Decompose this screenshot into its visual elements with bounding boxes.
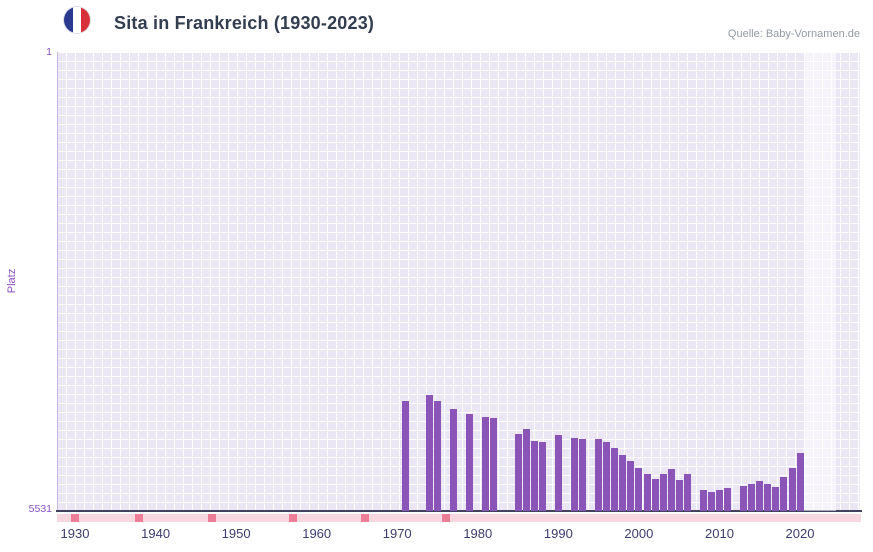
bar-2019[interactable] xyxy=(788,467,796,511)
bar-1995[interactable] xyxy=(595,438,603,511)
chart-title: Sita in Frankreich (1930-2023) xyxy=(114,13,375,33)
x-tick-1960: 1960 xyxy=(302,526,332,541)
bar-1982[interactable] xyxy=(490,418,498,511)
bar-2017[interactable] xyxy=(772,486,780,511)
bar-1981[interactable] xyxy=(482,417,490,511)
bar-2016[interactable] xyxy=(764,483,772,511)
strip-marker-1938 xyxy=(135,514,144,522)
bar-2015[interactable] xyxy=(756,481,764,511)
bar-2000[interactable] xyxy=(635,467,643,511)
bar-2010[interactable] xyxy=(716,490,723,511)
flag-blue-stripe xyxy=(64,7,73,33)
flag-white-stripe xyxy=(72,7,82,33)
bar-1990[interactable] xyxy=(554,434,562,511)
bar-2005[interactable] xyxy=(675,480,683,511)
bar-1988[interactable] xyxy=(538,442,546,511)
y-axis-line xyxy=(57,52,58,511)
x-tick-1990: 1990 xyxy=(543,526,573,541)
x-tick-1970: 1970 xyxy=(382,526,412,541)
bar-2006[interactable] xyxy=(683,473,691,511)
bar-1971[interactable] xyxy=(401,400,409,511)
strip-marker-1966 xyxy=(361,514,369,522)
strip-marker-1947 xyxy=(208,514,216,522)
bar-2014[interactable] xyxy=(748,483,756,511)
bottom-strip xyxy=(57,514,861,522)
source-credit: Quelle: Baby-Vornamen.de xyxy=(727,28,860,40)
bar-2009[interactable] xyxy=(707,491,715,511)
bar-2001[interactable] xyxy=(643,474,651,511)
bar-1974[interactable] xyxy=(426,394,433,511)
bar-2002[interactable] xyxy=(651,478,659,511)
x-tick-1940: 1940 xyxy=(141,526,171,541)
bar-1987[interactable] xyxy=(530,441,538,511)
bar-1997[interactable] xyxy=(611,447,619,511)
plot-area xyxy=(57,52,860,511)
bar-2013[interactable] xyxy=(740,486,748,511)
bar-1996[interactable] xyxy=(603,442,611,511)
x-tick-2010: 2010 xyxy=(705,526,734,541)
bar-1979[interactable] xyxy=(466,413,474,511)
flag-red-stripe xyxy=(81,7,90,33)
bar-2004[interactable] xyxy=(667,469,675,511)
french-flag-icon xyxy=(64,7,90,33)
x-tick-2000: 2000 xyxy=(624,526,654,541)
strip-marker-1930 xyxy=(71,514,79,522)
bar-1999[interactable] xyxy=(627,461,635,511)
strip-marker-1976 xyxy=(441,514,450,522)
bar-1975[interactable] xyxy=(434,401,441,511)
recent-years-highlight-band xyxy=(804,52,837,511)
bar-1993[interactable] xyxy=(579,438,586,511)
x-tick-2020: 2020 xyxy=(785,526,815,541)
strip-marker-1957 xyxy=(288,514,297,522)
bar-1985[interactable] xyxy=(514,433,522,511)
y-tick-max: 1 xyxy=(46,46,52,58)
x-axis-line xyxy=(56,510,862,512)
bar-2008[interactable] xyxy=(699,490,707,511)
y-tick-min: 5531 xyxy=(28,503,52,515)
bar-1986[interactable] xyxy=(522,428,530,511)
bar-2011[interactable] xyxy=(724,487,731,511)
x-tick-labels: 1930 1940 1950 1960 1970 1980 1990 2000 2010 2020 xyxy=(57,526,861,544)
x-tick-1950: 1950 xyxy=(221,526,251,541)
bar-2003[interactable] xyxy=(659,474,667,511)
x-tick-1930: 1930 xyxy=(60,526,90,541)
bar-1998[interactable] xyxy=(619,454,627,511)
y-axis-title: Platz xyxy=(6,268,18,294)
bar-2020[interactable] xyxy=(796,452,804,511)
x-tick-1980: 1980 xyxy=(463,526,493,541)
bar-2018[interactable] xyxy=(780,476,788,511)
bar-1992[interactable] xyxy=(571,437,578,511)
bar-1977[interactable] xyxy=(450,408,458,511)
